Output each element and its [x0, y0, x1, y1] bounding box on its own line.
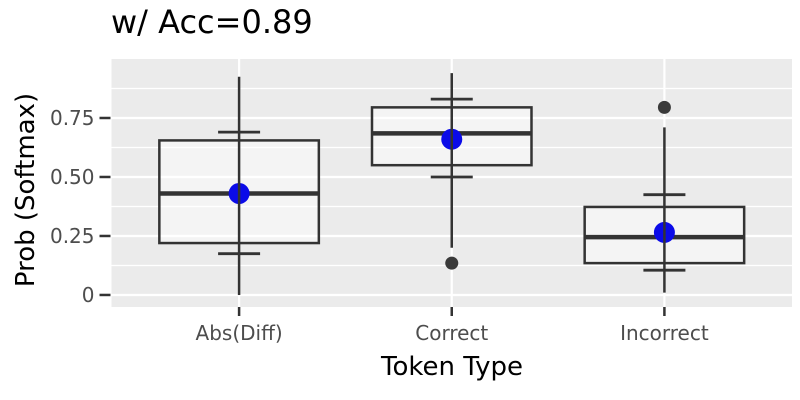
y-tick-label: 0.50 — [50, 165, 95, 189]
y-tick-label: 0.25 — [50, 224, 95, 248]
x-tick-label-abs-diff: Abs(Diff) — [196, 321, 283, 345]
outlier-point-incorrect — [657, 100, 671, 114]
y-tick-label: 0 — [82, 283, 95, 307]
x-tick-label-incorrect: Incorrect — [620, 321, 709, 345]
outlier-point-correct — [445, 256, 459, 270]
x-axis-title: Token Type — [381, 352, 523, 382]
x-tick-label-correct: Correct — [415, 321, 488, 345]
y-tick-label: 0.75 — [50, 106, 95, 130]
chart-title: w/ Acc=0.89 — [111, 3, 313, 41]
